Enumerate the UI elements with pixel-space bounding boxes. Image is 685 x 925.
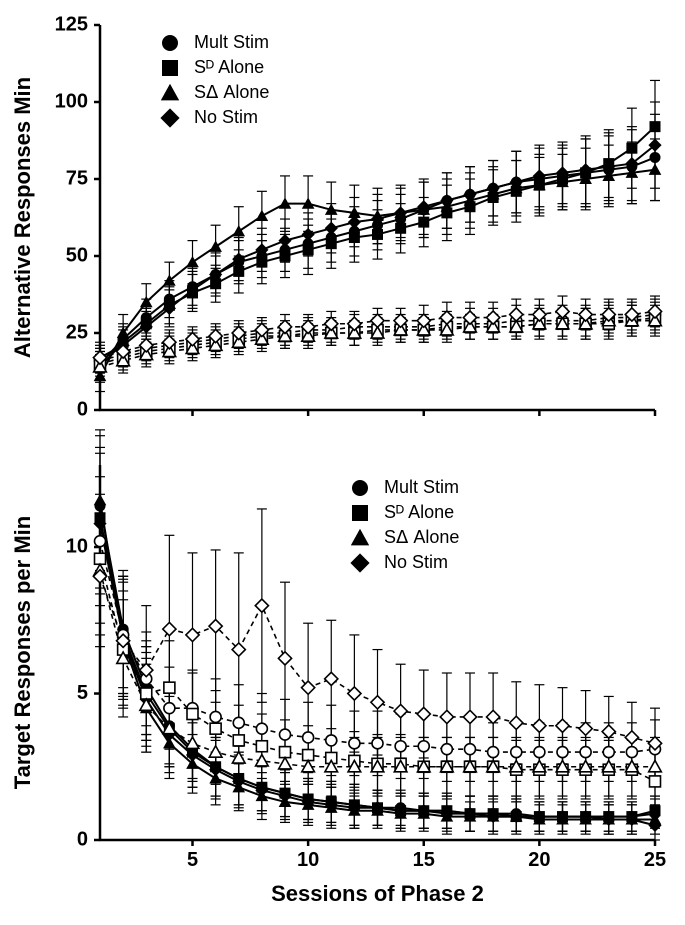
x-axis-label: Sessions of Phase 2 (271, 881, 484, 906)
y-axis-label: Alternative Responses Min (10, 77, 35, 358)
y-tick-label: 50 (66, 244, 88, 266)
y-tick-label: 10 (66, 535, 88, 557)
legend-label: Sᴰ Alone (194, 57, 264, 77)
x-tick-label: 25 (644, 849, 666, 871)
legend-label: Sᐃ Alone (194, 82, 269, 102)
chart-svg: 0255075100125Alternative Responses MinMu… (0, 0, 685, 925)
x-tick-label: 5 (187, 849, 198, 871)
legend-label: Mult Stim (384, 477, 459, 497)
y-tick-label: 5 (77, 682, 88, 704)
x-tick-label: 10 (297, 849, 319, 871)
legend-label: No Stim (384, 552, 448, 572)
y-tick-label: 0 (77, 398, 88, 420)
legend-label: Mult Stim (194, 32, 269, 52)
panel: 0 25 50 75 100 125 Alternative Responses Min Mu… (10, 13, 662, 420)
y-tick-label: 25 (66, 321, 88, 343)
panel: 0 5 10 5 10 15 20 25 Target Responses per Min Mul… (10, 430, 666, 871)
error-bars (95, 430, 660, 840)
y-tick-label: 125 (55, 13, 88, 35)
y-tick-label: 0 (77, 828, 88, 850)
x-tick-label: 20 (528, 849, 550, 871)
y-axis-label: Target Responses per Min (10, 516, 35, 789)
y-tick-label: 100 (55, 90, 88, 112)
legend-label: No Stim (194, 107, 258, 127)
y-tick-label: 75 (66, 167, 88, 189)
figure-container: 0255075100125Alternative Responses MinMu… (0, 0, 685, 925)
legend-label: Sᐃ Alone (384, 527, 459, 547)
x-tick-label: 15 (413, 849, 435, 871)
legend-label: Sᴰ Alone (384, 502, 454, 522)
